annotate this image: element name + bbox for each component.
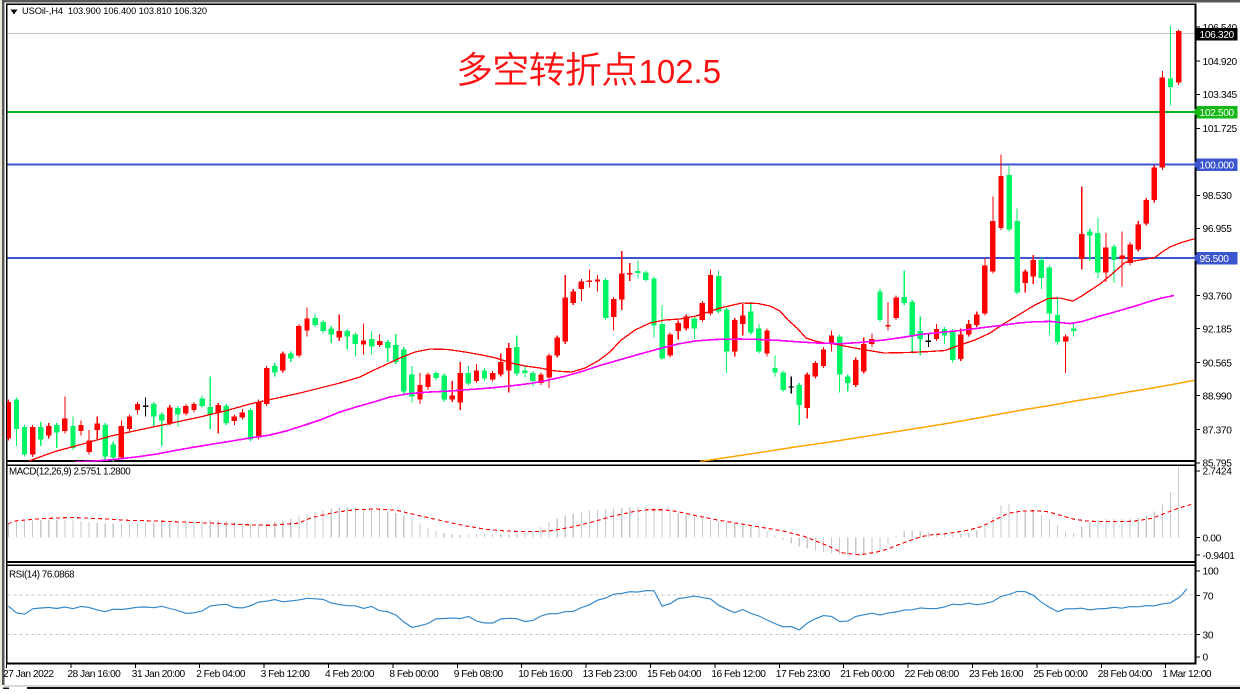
- svg-text:90.565: 90.565: [1203, 358, 1233, 369]
- svg-text:3 Feb 12:00: 3 Feb 12:00: [261, 669, 311, 680]
- svg-text:100: 100: [1203, 567, 1220, 578]
- svg-text:87.370: 87.370: [1203, 426, 1233, 437]
- svg-text:MACD(12,26,9) 2.5751 1.2800: MACD(12,26,9) 2.5751 1.2800: [9, 467, 131, 478]
- svg-text:13 Feb 23:00: 13 Feb 23:00: [583, 669, 638, 680]
- svg-text:1 Mar 12:00: 1 Mar 12:00: [1162, 669, 1212, 680]
- svg-text:88.990: 88.990: [1203, 392, 1233, 403]
- svg-text:RSI(14) 76.0868: RSI(14) 76.0868: [9, 570, 75, 581]
- svg-text:92.185: 92.185: [1203, 324, 1233, 335]
- svg-text:-0.9401: -0.9401: [1203, 551, 1236, 562]
- svg-text:25 Feb 00:00: 25 Feb 00:00: [1033, 669, 1088, 680]
- svg-text:21 Feb 00:00: 21 Feb 00:00: [840, 669, 895, 680]
- svg-text:70: 70: [1203, 592, 1214, 603]
- svg-text:93.760: 93.760: [1203, 291, 1233, 302]
- svg-text:2.7424: 2.7424: [1203, 467, 1233, 478]
- svg-text:23 Feb 16:00: 23 Feb 16:00: [969, 669, 1024, 680]
- svg-text:0.00: 0.00: [1203, 533, 1222, 544]
- svg-text:98.530: 98.530: [1203, 191, 1233, 202]
- svg-text:85.795: 85.795: [1203, 459, 1233, 470]
- svg-text:28 Jan 16:00: 28 Jan 16:00: [67, 669, 121, 680]
- svg-text:28 Feb 04:00: 28 Feb 04:00: [1098, 669, 1153, 680]
- svg-text:103.345: 103.345: [1203, 90, 1238, 101]
- svg-text:16 Feb 12:00: 16 Feb 12:00: [711, 669, 766, 680]
- svg-text:96.955: 96.955: [1203, 224, 1233, 235]
- svg-text:17 Feb 23:00: 17 Feb 23:00: [776, 669, 831, 680]
- svg-text:104.920: 104.920: [1203, 57, 1238, 68]
- svg-text:27 Jan 2022: 27 Jan 2022: [3, 669, 54, 680]
- svg-text:102.500: 102.500: [1200, 108, 1235, 119]
- svg-text:106.320: 106.320: [1200, 30, 1235, 41]
- svg-text:102.5: 102.5: [639, 53, 722, 90]
- svg-text:0: 0: [1203, 653, 1209, 664]
- svg-text:USOil-,H4 103.900 106.400 103: USOil-,H4 103.900 106.400 103.810 106.32…: [22, 6, 207, 16]
- svg-text:10 Feb 16:00: 10 Feb 16:00: [518, 669, 573, 680]
- svg-text:4 Feb 20:00: 4 Feb 20:00: [325, 669, 375, 680]
- svg-text:100.000: 100.000: [1200, 161, 1235, 172]
- svg-text:30: 30: [1203, 630, 1214, 641]
- svg-text:95.500: 95.500: [1200, 254, 1230, 265]
- svg-text:101.725: 101.725: [1203, 124, 1238, 135]
- svg-text:31 Jan 20:00: 31 Jan 20:00: [132, 669, 186, 680]
- svg-text:9 Feb 08:00: 9 Feb 08:00: [454, 669, 504, 680]
- svg-text:22 Feb 08:00: 22 Feb 08:00: [905, 669, 960, 680]
- svg-text:2 Feb 04:00: 2 Feb 04:00: [196, 669, 246, 680]
- svg-text:15 Feb 04:00: 15 Feb 04:00: [647, 669, 702, 680]
- svg-text:8 Feb 00:00: 8 Feb 00:00: [389, 669, 439, 680]
